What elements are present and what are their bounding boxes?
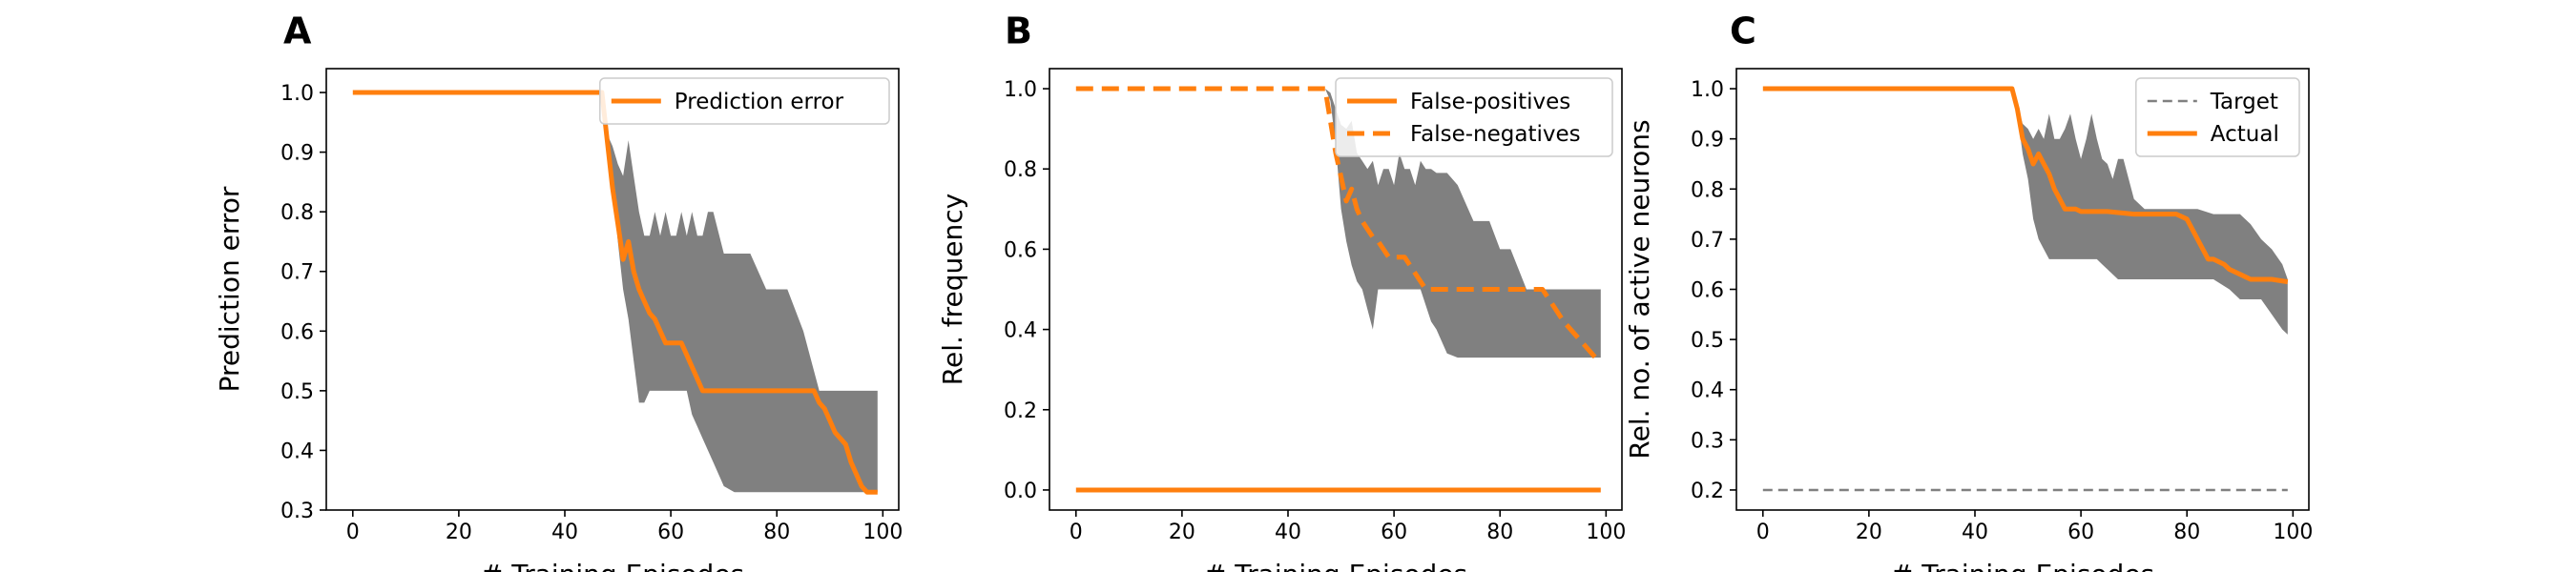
y-tick-label: 0.3 <box>1691 429 1724 453</box>
x-tick-label: 100 <box>1586 521 1626 544</box>
x-tick-label: 60 <box>657 521 684 544</box>
x-axis-label: # Training Episodes <box>481 559 744 572</box>
plot-frame <box>325 68 900 511</box>
y-tick-label: 0.9 <box>1691 129 1724 153</box>
y-tick-label: 0.4 <box>1691 379 1724 403</box>
legend-entry: Target <box>2210 90 2278 114</box>
legend: False-positives False-negatives <box>1335 77 1613 157</box>
y-tick-label: 0.6 <box>1691 279 1724 303</box>
y-tick-label: 0.4 <box>280 439 314 463</box>
y-tick-label: 0.6 <box>280 320 314 344</box>
x-tick-label: 20 <box>1169 521 1195 544</box>
plot-frame <box>1049 68 1623 511</box>
y-tick-label: 1.0 <box>280 82 314 106</box>
y-tick-label: 0.9 <box>280 142 314 166</box>
legend-entry: Actual <box>2211 122 2279 147</box>
x-tick-label: 20 <box>1856 521 1882 544</box>
legend-entry: False-positives <box>1410 90 1570 114</box>
panel-label: A <box>283 10 312 52</box>
y-tick-label: 0.5 <box>1691 329 1724 353</box>
panel-b: B 0 20 40 60 80 100 0.0 0.2 0.4 0.6 0.8 1.0 # Trainin… <box>937 10 1626 572</box>
y-axis-label: Rel. frequency <box>937 194 968 385</box>
panel-label: C <box>1730 10 1756 52</box>
legend-box <box>1335 77 1613 157</box>
x-tick-label: 80 <box>1486 521 1513 544</box>
legend: Prediction error <box>599 77 890 125</box>
legend: Target Actual <box>2135 77 2300 157</box>
series-line-1 <box>1075 86 1601 360</box>
y-tick-label: 0.4 <box>1004 319 1037 343</box>
x-tick-label: 60 <box>2067 521 2094 544</box>
x-tick-label: 100 <box>2273 521 2313 544</box>
variance-band <box>1762 89 2288 335</box>
y-tick-label: 0.7 <box>1691 229 1724 253</box>
panel-c: C 0 20 40 60 80 100 0.2 0.3 0.4 0.5 0.6 0.7 0.8 0.9 1.0… <box>1624 10 2313 572</box>
y-tick-label: 0.2 <box>1004 399 1037 423</box>
series-line-0 <box>352 90 878 495</box>
x-tick-label: 0 <box>1756 521 1770 544</box>
panel-label: B <box>1005 10 1032 52</box>
x-axis-label: # Training Episodes <box>1204 559 1467 572</box>
x-tick-label: 60 <box>1381 521 1407 544</box>
x-tick-label: 100 <box>862 521 903 544</box>
y-tick-label: 0.6 <box>1004 238 1037 262</box>
x-tick-label: 40 <box>1275 521 1301 544</box>
x-tick-label: 0 <box>1070 521 1083 544</box>
y-tick-label: 0.8 <box>1691 178 1724 202</box>
y-axis-label: Rel. no. of active neurons <box>1624 119 1655 459</box>
y-tick-label: 0.3 <box>280 500 314 523</box>
legend-entry: False-negatives <box>1410 122 1581 147</box>
x-tick-label: 20 <box>446 521 472 544</box>
y-tick-label: 0.7 <box>280 261 314 285</box>
series-line-1 <box>1762 86 2289 285</box>
variance-band <box>352 92 878 493</box>
x-tick-label: 80 <box>2173 521 2200 544</box>
x-tick-label: 0 <box>346 521 360 544</box>
x-axis-label: # Training Episodes <box>1891 559 2154 572</box>
y-tick-label: 0.8 <box>280 201 314 225</box>
y-tick-label: 1.0 <box>1691 78 1724 102</box>
legend-box <box>2135 77 2300 157</box>
y-tick-label: 1.0 <box>1004 78 1037 102</box>
y-tick-label: 0.0 <box>1004 480 1037 503</box>
legend-entry: Prediction error <box>675 90 844 114</box>
x-tick-label: 40 <box>551 521 578 544</box>
y-tick-label: 0.2 <box>1691 480 1724 503</box>
y-axis-label: Prediction error <box>214 186 245 392</box>
x-tick-label: 80 <box>763 521 790 544</box>
y-tick-label: 0.8 <box>1004 158 1037 182</box>
legend-box <box>599 77 890 125</box>
panel-a: A 0 20 40 60 80 100 0.3 0.4 0.5 0.6 0.7 0.8 0.9 1.0 # T… <box>214 10 903 572</box>
y-tick-label: 0.5 <box>280 380 314 404</box>
x-tick-label: 40 <box>1962 521 1988 544</box>
